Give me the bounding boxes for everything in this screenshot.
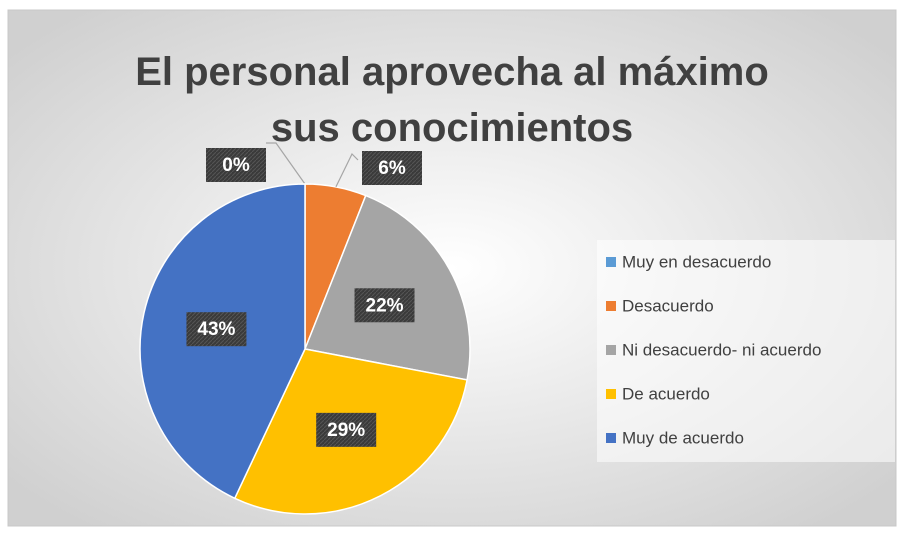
data-label: 0%	[222, 155, 250, 176]
chart-title: El personal aprovecha al máximo sus cono…	[135, 50, 769, 150]
leader-line	[335, 152, 359, 188]
legend-box	[597, 240, 895, 462]
data-label-box	[186, 312, 247, 347]
legend-swatch	[606, 301, 616, 311]
legend-label: Ni desacuerdo- ni acuerdo	[622, 340, 821, 359]
legend-label: De acuerdo	[622, 384, 710, 403]
data-label-box	[316, 412, 377, 447]
legend-swatch	[606, 345, 616, 355]
data-label: 29%	[327, 420, 365, 441]
legend-swatch	[606, 257, 616, 267]
pie-slice	[303, 194, 471, 381]
legend-swatch	[606, 389, 616, 399]
data-label: 22%	[366, 295, 404, 316]
data-label-box	[206, 148, 266, 182]
leader-line	[266, 142, 306, 185]
legend-label: Muy de acuerdo	[622, 428, 744, 447]
legend-swatch	[606, 433, 616, 443]
legend-label: Desacuerdo	[622, 296, 714, 315]
data-label-box	[354, 288, 415, 323]
data-label: 43%	[197, 319, 235, 340]
data-label: 6%	[378, 158, 406, 179]
legend-label: Muy en desacuerdo	[622, 252, 771, 271]
data-label-box	[362, 151, 422, 185]
